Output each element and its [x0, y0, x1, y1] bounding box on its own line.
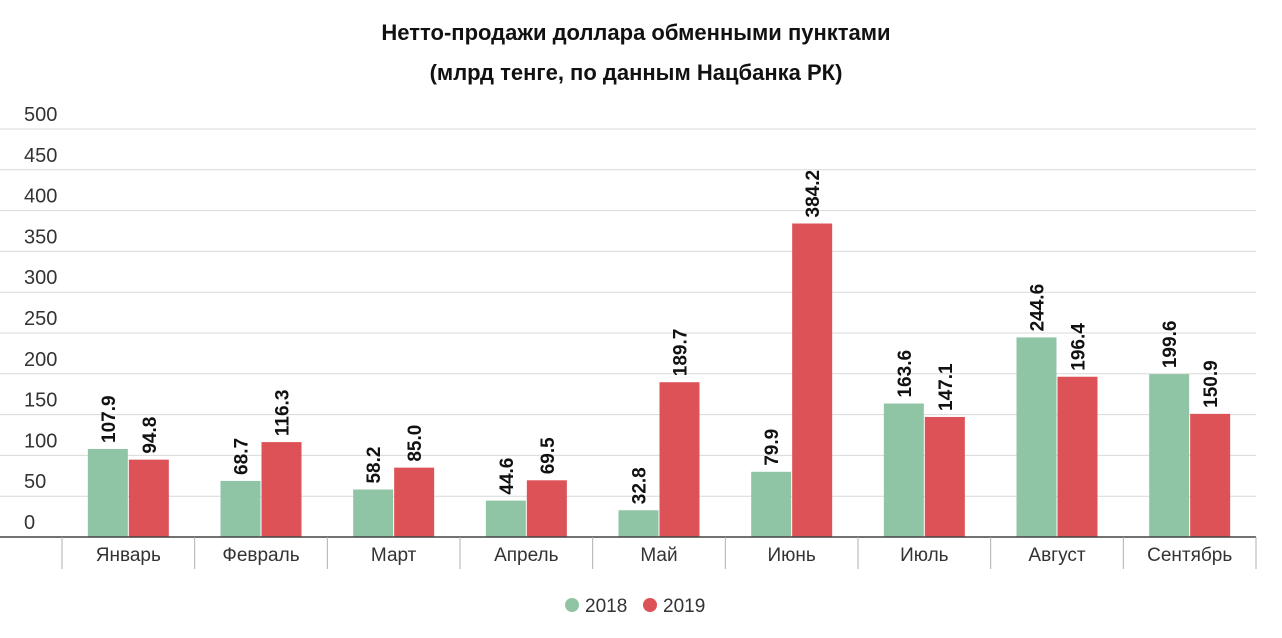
- legend-marker: [643, 598, 657, 612]
- x-tick-label: Апрель: [494, 545, 559, 566]
- x-tick-label: Июнь: [768, 545, 816, 566]
- bar-2019: [394, 467, 435, 537]
- data-label: 196.4: [1069, 323, 1090, 371]
- bar-2018: [618, 510, 659, 537]
- bar-2018: [353, 489, 394, 537]
- data-label: 107.9: [99, 395, 120, 443]
- data-label: 150.9: [1201, 360, 1222, 408]
- x-tick-label: Май: [640, 545, 677, 566]
- y-tick-label: 500: [24, 104, 57, 126]
- bar-2018: [751, 471, 792, 537]
- y-tick-label: 250: [24, 308, 57, 330]
- y-tick-label: 0: [24, 512, 35, 534]
- y-tick-label: 200: [24, 349, 57, 371]
- bars: [87, 223, 1231, 537]
- data-label: 147.1: [936, 363, 957, 411]
- x-tick-label: Февраль: [222, 545, 299, 566]
- chart-title: Нетто-продажи доллара обменными пунктами: [381, 20, 890, 45]
- x-tick-label: Март: [371, 545, 417, 566]
- data-label: 69.5: [538, 437, 559, 474]
- data-labels: 107.9 94.8 68.7 116.3 58.2 85.0 44.6 69.5 32.8 18…: [99, 170, 1222, 504]
- bar-2018: [883, 403, 924, 537]
- y-tick-label: 350: [24, 226, 57, 248]
- x-tick-label: Январь: [96, 545, 161, 566]
- legend-marker: [565, 598, 579, 612]
- legend-label: 2019: [663, 596, 705, 617]
- data-label: 163.6: [895, 350, 916, 398]
- bar-2019: [659, 382, 700, 537]
- data-label: 32.8: [630, 467, 651, 504]
- x-tick-label: Август: [1028, 545, 1085, 566]
- y-tick-label: 100: [24, 430, 57, 452]
- data-label: 116.3: [273, 390, 294, 437]
- y-tick-label: 150: [24, 390, 57, 412]
- data-label: 384.2: [803, 170, 824, 218]
- bar-2019: [128, 459, 169, 537]
- bar-2019: [261, 442, 302, 537]
- data-label: 244.6: [1028, 284, 1049, 332]
- y-tick-label: 400: [24, 186, 57, 208]
- y-tick-label: 450: [24, 145, 57, 167]
- legend-label: 2018: [585, 596, 627, 617]
- data-label: 79.9: [762, 429, 783, 466]
- x-tick-label: Июль: [900, 545, 949, 566]
- gridlines: [0, 128, 1256, 497]
- x-tick-label: Сентябрь: [1147, 545, 1232, 566]
- bar-2018: [485, 500, 526, 537]
- bar-2019: [1190, 413, 1231, 537]
- bar-2018: [87, 448, 128, 537]
- y-tick-label: 50: [24, 471, 46, 493]
- y-axis: 0 50 100 150 200 250 300 350 400 450 500: [24, 104, 57, 534]
- data-label: 44.6: [497, 458, 518, 495]
- bar-2019: [924, 416, 965, 537]
- data-label: 58.2: [364, 447, 385, 484]
- data-label: 199.6: [1160, 321, 1181, 369]
- bar-2019: [1057, 376, 1098, 537]
- bar-2018: [220, 480, 261, 537]
- x-axis: Январь Февраль Март Апрель Май Июнь Июль Август…: [0, 536, 1257, 569]
- data-label: 85.0: [405, 425, 426, 462]
- data-label: 189.7: [671, 329, 692, 377]
- legend: 2018 2019: [565, 596, 705, 617]
- bar-2019: [792, 223, 833, 537]
- bar-2019: [526, 480, 567, 537]
- bar-2018: [1016, 337, 1057, 537]
- chart-subtitle: (млрд тенге, по данным Нацбанка РК): [430, 60, 843, 85]
- bar-2018: [1149, 374, 1190, 537]
- data-label: 68.7: [232, 438, 253, 475]
- y-tick-label: 300: [24, 267, 57, 289]
- data-label: 94.8: [140, 417, 161, 454]
